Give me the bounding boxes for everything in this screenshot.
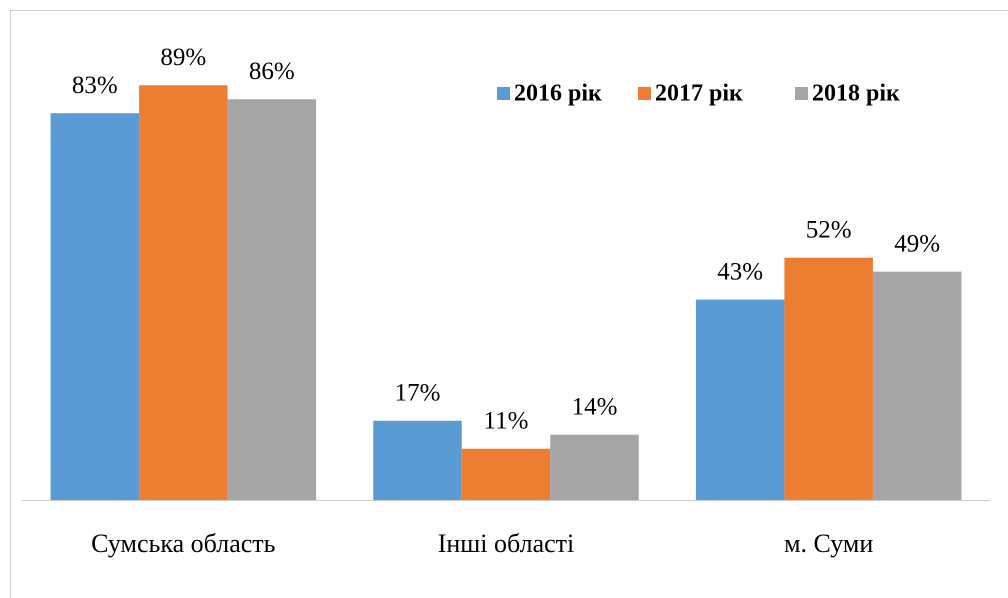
legend-label: 2016 рік [514, 81, 602, 107]
legend-label: 2017 рік [655, 81, 743, 107]
chart-frame [10, 10, 1008, 598]
bar [227, 99, 317, 501]
x-tick-label: Інші області [438, 529, 575, 558]
value-label: 17% [395, 380, 441, 407]
bar [550, 434, 639, 500]
x-tick-label: Сумська область [91, 529, 275, 558]
value-label: 49% [894, 230, 940, 257]
bar [872, 271, 962, 500]
bar [695, 299, 785, 500]
value-label: 11% [484, 407, 529, 434]
value-label: 14% [572, 393, 618, 420]
value-label: 52% [806, 216, 852, 243]
legend-label: 2018 рік [812, 81, 900, 107]
bar [373, 420, 462, 500]
value-label: 86% [249, 58, 295, 85]
bar [139, 85, 228, 500]
legend-swatch [795, 87, 808, 100]
bar [461, 448, 551, 500]
legend-swatch [497, 87, 510, 100]
bar [784, 257, 873, 500]
bar [50, 113, 140, 500]
legend-swatch [638, 87, 651, 100]
x-tick-label: м. Суми [784, 529, 873, 558]
value-label: 89% [160, 44, 206, 71]
value-label: 83% [72, 72, 118, 99]
value-label: 43% [717, 258, 763, 285]
